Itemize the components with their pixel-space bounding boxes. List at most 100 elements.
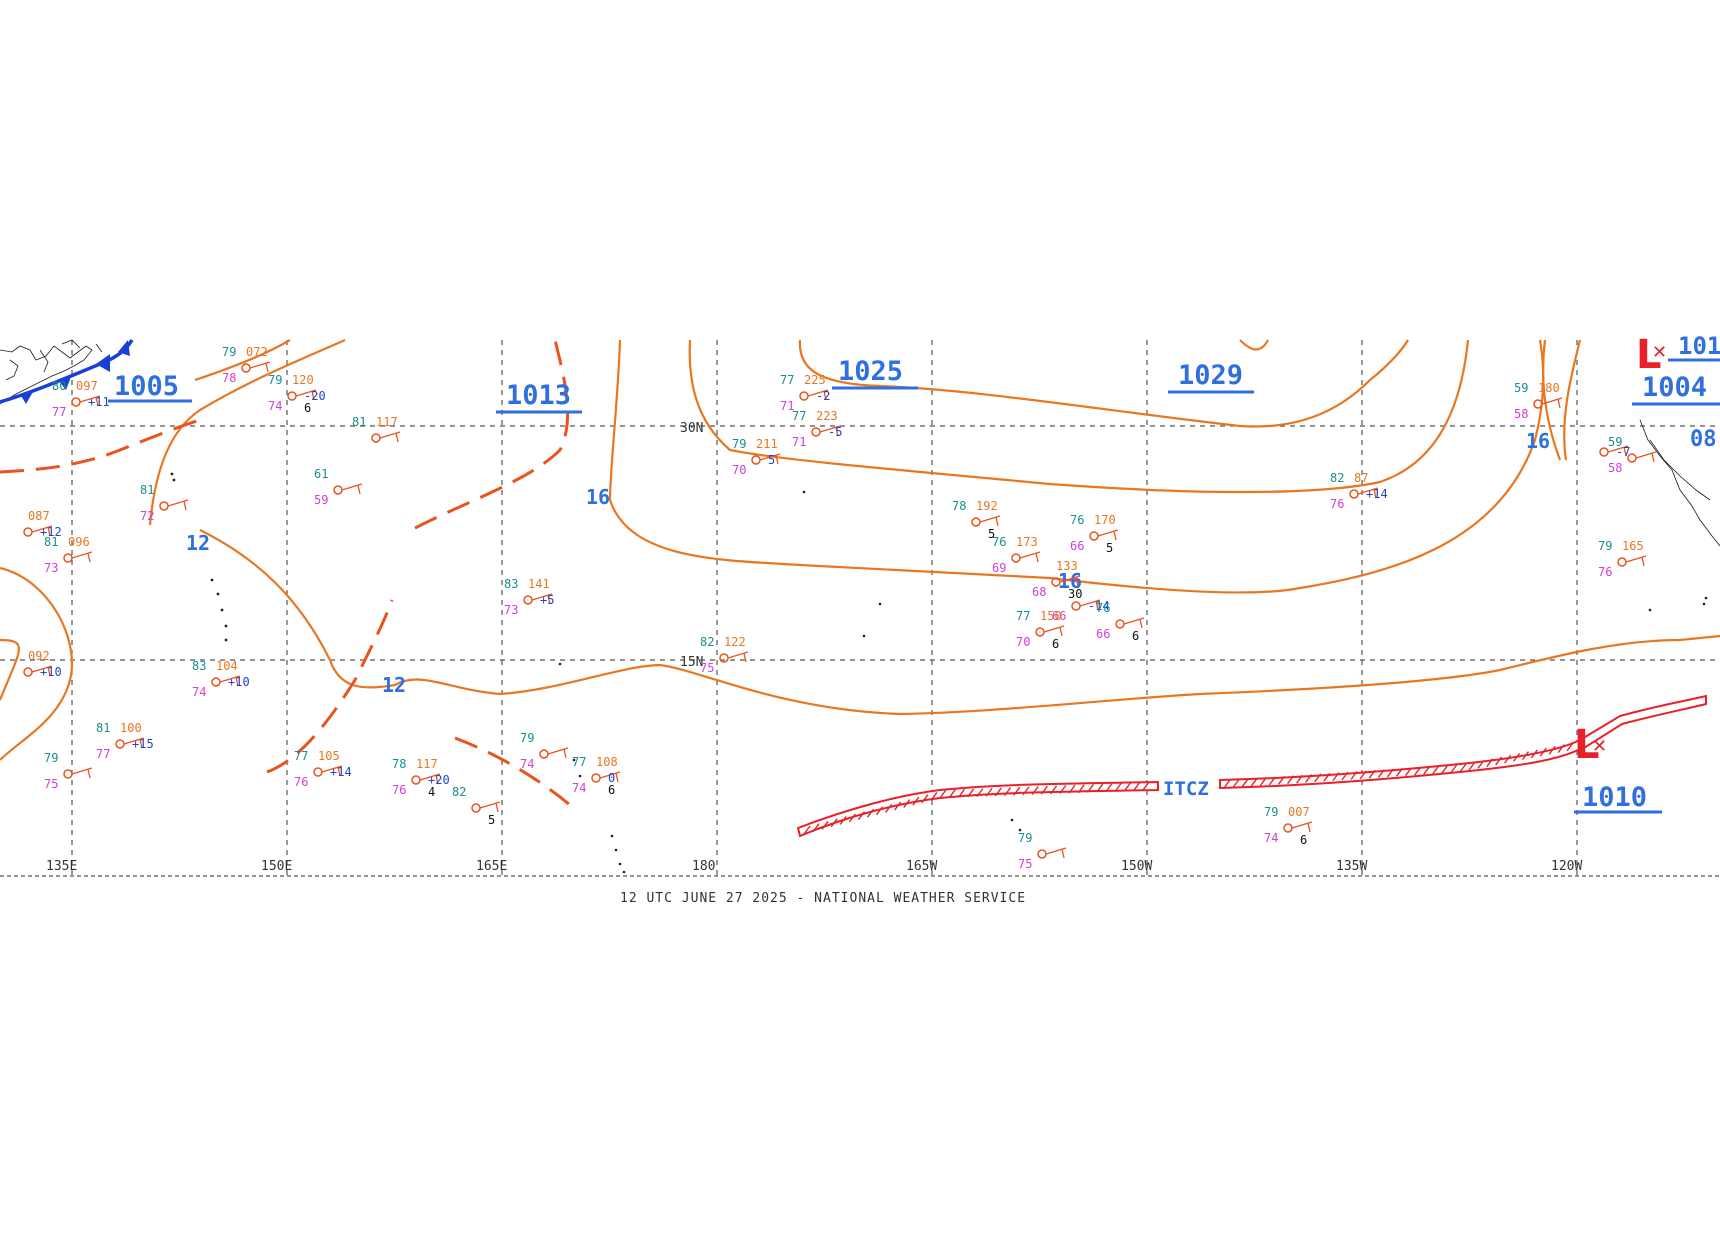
wind-barb bbox=[71, 767, 93, 779]
station-tendency: +5 bbox=[540, 593, 554, 607]
station-dewpoint: 74 bbox=[1264, 831, 1278, 845]
itcz-hatch-stroke bbox=[848, 813, 856, 823]
low-cross-ne: ✕ bbox=[1652, 342, 1667, 363]
lon-label-165w: 165W bbox=[906, 859, 937, 874]
station-tendency: -20 bbox=[304, 389, 326, 403]
station-visibility: 30 bbox=[1068, 587, 1082, 601]
itcz-hatch-stroke bbox=[1450, 764, 1458, 774]
station-circle bbox=[371, 433, 381, 443]
station-dewpoint: 73 bbox=[44, 561, 58, 575]
station-pressure: 007 bbox=[1288, 805, 1310, 819]
itcz-hatch-stroke bbox=[1486, 758, 1494, 768]
station-plot: 092+10 bbox=[23, 649, 62, 679]
wind-barb bbox=[341, 483, 363, 495]
station-pressure: 100 bbox=[120, 721, 142, 735]
station-plot: 80 097 77 +11 bbox=[52, 379, 110, 419]
station-circle bbox=[159, 501, 169, 511]
wind-barb bbox=[759, 453, 781, 465]
isobar-label-16-east: 16 bbox=[1526, 429, 1550, 453]
station-circle bbox=[411, 775, 421, 785]
station-dewpoint: 72 bbox=[140, 509, 154, 523]
itcz-hatch-stroke bbox=[857, 811, 865, 821]
wind-barb bbox=[1043, 625, 1065, 637]
station-plot: -7 bbox=[1599, 445, 1630, 459]
station-dewpoint: 76 bbox=[392, 783, 406, 797]
station-circle bbox=[719, 653, 729, 663]
station-plot: 81 117 bbox=[352, 415, 401, 443]
pressure-101-partial: 101 bbox=[1678, 332, 1720, 360]
station-circle bbox=[71, 397, 81, 407]
station-circle bbox=[1349, 489, 1359, 499]
itcz-hatch-stroke bbox=[1241, 778, 1249, 788]
station-circle bbox=[1037, 849, 1047, 859]
itcz-hatch-stroke bbox=[1423, 766, 1431, 775]
station-plot: 79 75 bbox=[1018, 831, 1067, 871]
itcz-hatch-stroke bbox=[1341, 771, 1349, 781]
pressure-1025: 1025 bbox=[838, 356, 903, 387]
station-temperature: 82 bbox=[1330, 471, 1344, 485]
isobar-1012-main bbox=[0, 638, 20, 701]
station-dewpoint: 66 bbox=[1096, 627, 1110, 641]
isobar-1028 bbox=[1239, 339, 1269, 351]
station-temperature: 81 bbox=[44, 535, 58, 549]
station-plot: 77 223 71 -5 bbox=[792, 409, 842, 449]
itcz-hatch-stroke bbox=[1359, 770, 1367, 780]
itcz-hatch-stroke bbox=[967, 788, 975, 798]
lon-label-135w: 135W bbox=[1336, 859, 1367, 874]
station-circle bbox=[333, 485, 343, 495]
station-pressure: 225 bbox=[804, 373, 826, 387]
isobar-label-16-west: 16 bbox=[586, 485, 610, 509]
station-tendency: -7 bbox=[1616, 445, 1630, 459]
station-pressure: 141 bbox=[528, 577, 550, 591]
station-plot: 83 141 73 +5 bbox=[504, 577, 554, 617]
station-dewpoint: 76 bbox=[294, 775, 308, 789]
itcz-hatch-stroke bbox=[1368, 769, 1376, 779]
station-visibility: 5 bbox=[1106, 541, 1113, 555]
station-pressure: 105 bbox=[318, 749, 340, 763]
station-circle bbox=[471, 803, 481, 813]
station-temperature: 83 bbox=[192, 659, 206, 673]
itcz-hatch-stroke bbox=[1557, 744, 1565, 753]
station-circle bbox=[811, 427, 821, 437]
wind-barb bbox=[31, 665, 53, 677]
lon-label-180: 180 bbox=[692, 859, 715, 874]
isobar-labels: 12 12 16 16 16 bbox=[186, 429, 1550, 697]
itcz-hatch-stroke bbox=[1286, 775, 1295, 785]
station-pressure: 072 bbox=[246, 345, 268, 359]
station-dewpoint: 77 bbox=[52, 405, 66, 419]
itcz-hatch-stroke bbox=[1296, 774, 1304, 784]
station-temperature: 78 bbox=[952, 499, 966, 513]
itcz-hatch-stroke bbox=[830, 818, 838, 828]
wind-barb bbox=[479, 801, 501, 813]
itcz-hatch-stroke bbox=[866, 808, 875, 818]
itcz-hatch-stroke bbox=[1259, 777, 1267, 786]
itcz-hatch-stroke bbox=[1332, 772, 1340, 782]
itcz-hatch-stroke bbox=[1123, 782, 1131, 792]
itcz-hatch-stroke bbox=[1277, 775, 1286, 785]
itcz-hatch-stroke bbox=[1512, 752, 1521, 762]
station-plot: 59 58 bbox=[1608, 435, 1657, 475]
station-circle bbox=[1617, 557, 1627, 567]
station-plot: 133 68 30 bbox=[1032, 559, 1082, 601]
station-pressure: 120 bbox=[292, 373, 314, 387]
itcz-hatch-stroke bbox=[1386, 768, 1394, 778]
station-circle bbox=[1071, 601, 1081, 611]
station-visibility: 4 bbox=[428, 785, 435, 799]
wind-barb bbox=[1635, 451, 1657, 463]
station-dewpoint: 74 bbox=[268, 399, 282, 413]
low-center-ne: L ✕ bbox=[1636, 332, 1667, 378]
isobar-1012-south bbox=[0, 566, 73, 761]
station-plot: 79 165 76 bbox=[1598, 539, 1647, 579]
itcz-hatch-stroke bbox=[875, 806, 884, 816]
station-tendency: +14 bbox=[1366, 487, 1388, 501]
wind-barb bbox=[31, 525, 53, 537]
wind-barb bbox=[1291, 821, 1313, 833]
wind-barb bbox=[419, 773, 441, 785]
station-dewpoint: 71 bbox=[792, 435, 806, 449]
itcz-hatch-stroke bbox=[1504, 754, 1512, 764]
pressure-1004: 1004 bbox=[1642, 372, 1707, 403]
station-dewpoint: 70 bbox=[732, 463, 746, 477]
low-symbol-east: L bbox=[1574, 722, 1600, 768]
